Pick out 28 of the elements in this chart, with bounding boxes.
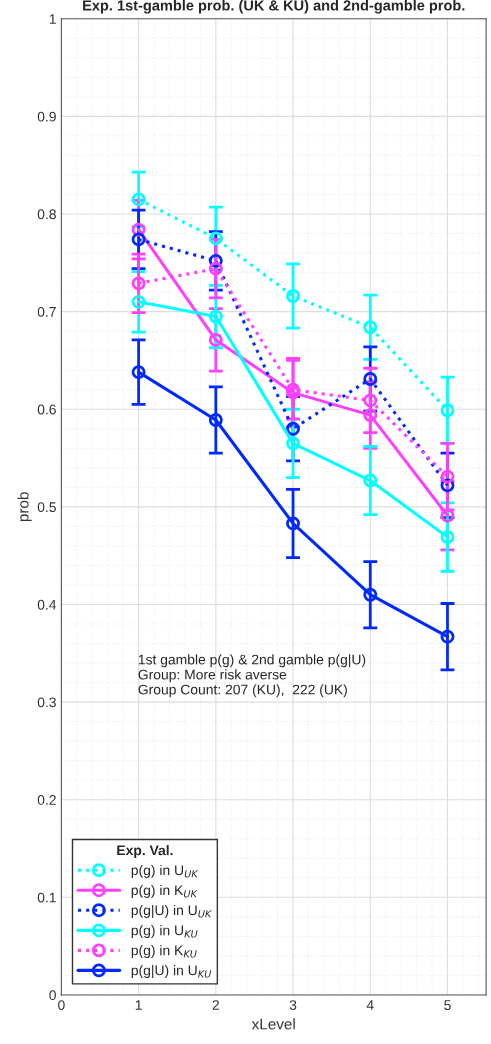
y-axis-title: prob bbox=[17, 492, 32, 522]
y-tick-label: 0.2 bbox=[37, 795, 56, 805]
chart-title: Exp. 1st-gamble prob. (UK & KU) and 2nd-gamble prob. bbox=[83, 0, 465, 14]
legend-label: p(g) in K$_{UK}$ bbox=[131, 884, 198, 898]
y-tick-label: 0.7 bbox=[37, 306, 56, 317]
legend-label: p(g) in U$_{UK}$ bbox=[131, 864, 199, 878]
legend-label: p(g) in K$_{KU}$ bbox=[131, 945, 197, 959]
y-tick-label: 1 bbox=[49, 14, 56, 24]
x-tick-label: 2 bbox=[212, 1000, 219, 1010]
x-tick-label: 4 bbox=[366, 1000, 374, 1010]
y-tick-label: 0.9 bbox=[37, 111, 56, 122]
y-tick-label: 0.4 bbox=[37, 599, 57, 610]
y-tick-label: 0.3 bbox=[37, 697, 56, 708]
y-tick-label: 0.5 bbox=[37, 502, 56, 513]
x-tick-label: 3 bbox=[289, 1000, 297, 1010]
x-tick-label: 5 bbox=[444, 1000, 451, 1010]
legend-label: p(g) in U$_{KU}$ bbox=[131, 925, 198, 939]
legend-label: p(g|U) in U$_{KU}$ bbox=[131, 965, 212, 979]
legend-label: p(g|U) in U$_{UK}$ bbox=[131, 904, 212, 918]
y-tick-label: 0.8 bbox=[37, 209, 56, 220]
y-tick-label: 0 bbox=[49, 990, 56, 1001]
y-tick-label: 0.1 bbox=[37, 892, 56, 903]
x-tick-label: 0 bbox=[58, 1000, 65, 1010]
x-tick-label: 1 bbox=[135, 1000, 142, 1010]
y-tick-label: 0.6 bbox=[37, 404, 56, 415]
legend-title: Exp. Val. bbox=[117, 845, 173, 858]
annotation: 1st gamble p(g) & 2nd gamble p(g|U) Group: More risk averse Group Count: 207 (KU), 222 (UK) bbox=[138, 654, 366, 698]
x-axis-title: xLevel bbox=[251, 1018, 295, 1030]
